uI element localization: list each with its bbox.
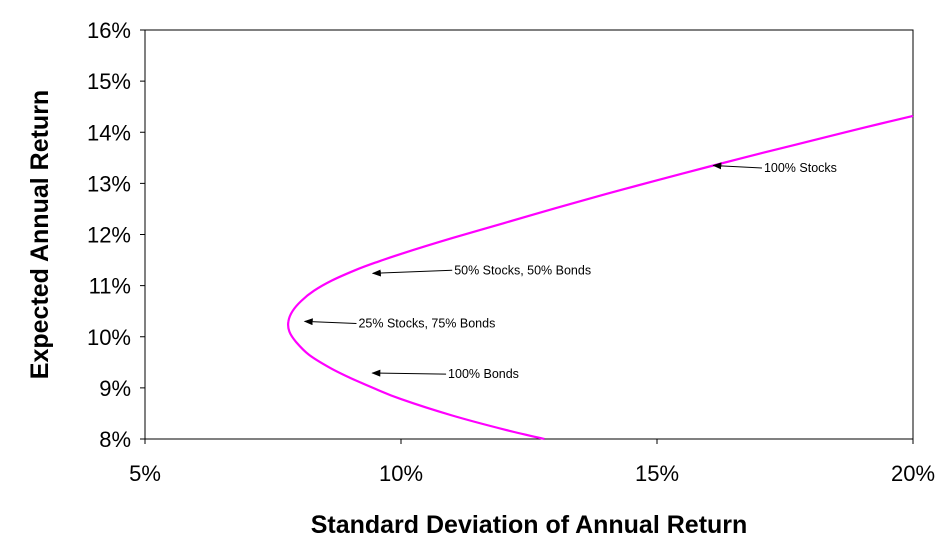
x-axis-title: Standard Deviation of Annual Return (311, 511, 748, 539)
annotation-arrow (371, 369, 447, 377)
annotation: 25% Stocks, 75% Bonds (303, 316, 495, 330)
x-tick-label: 5% (129, 461, 161, 486)
annotation-label: 50% Stocks, 50% Bonds (454, 263, 591, 277)
y-tick-label: 8% (99, 427, 131, 452)
y-tick-label: 16% (87, 18, 131, 43)
x-tick-label: 10% (379, 461, 423, 486)
y-tick-label: 15% (87, 69, 131, 94)
annotation: 100% Stocks (712, 161, 837, 175)
annotation-layer: 100% Stocks 50% Stocks, 50% Bonds 25% Stoc… (303, 161, 837, 381)
x-tick-label: 15% (635, 461, 679, 486)
annotation-arrow (371, 269, 453, 277)
y-tick-label: 9% (99, 376, 131, 401)
y-tick-label: 10% (87, 325, 131, 350)
y-tick-label: 13% (87, 171, 131, 196)
annotation-label: 25% Stocks, 75% Bonds (358, 316, 495, 330)
y-axis: 8% 9% 10% 11% 12% 13% 14% 15% 16% (87, 18, 145, 452)
efficient-frontier-line (287, 114, 914, 441)
annotation-label: 100% Bonds (448, 367, 519, 381)
y-tick-label: 14% (87, 120, 131, 145)
annotation: 50% Stocks, 50% Bonds (371, 263, 591, 277)
y-tick-label: 12% (87, 223, 131, 248)
x-axis: 5% 10% 15% 20% (129, 439, 935, 486)
annotation-arrow (303, 318, 357, 326)
plot-area-frame (144, 29, 914, 440)
annotation-arrow (712, 162, 762, 170)
annotation: 100% Bonds (371, 367, 519, 381)
series-layer (287, 114, 914, 441)
y-tick-label: 11% (89, 274, 131, 299)
x-tick-label: 20% (891, 461, 935, 486)
annotation-label: 100% Stocks (764, 161, 837, 175)
y-axis-title: Expected Annual Return (26, 90, 54, 379)
